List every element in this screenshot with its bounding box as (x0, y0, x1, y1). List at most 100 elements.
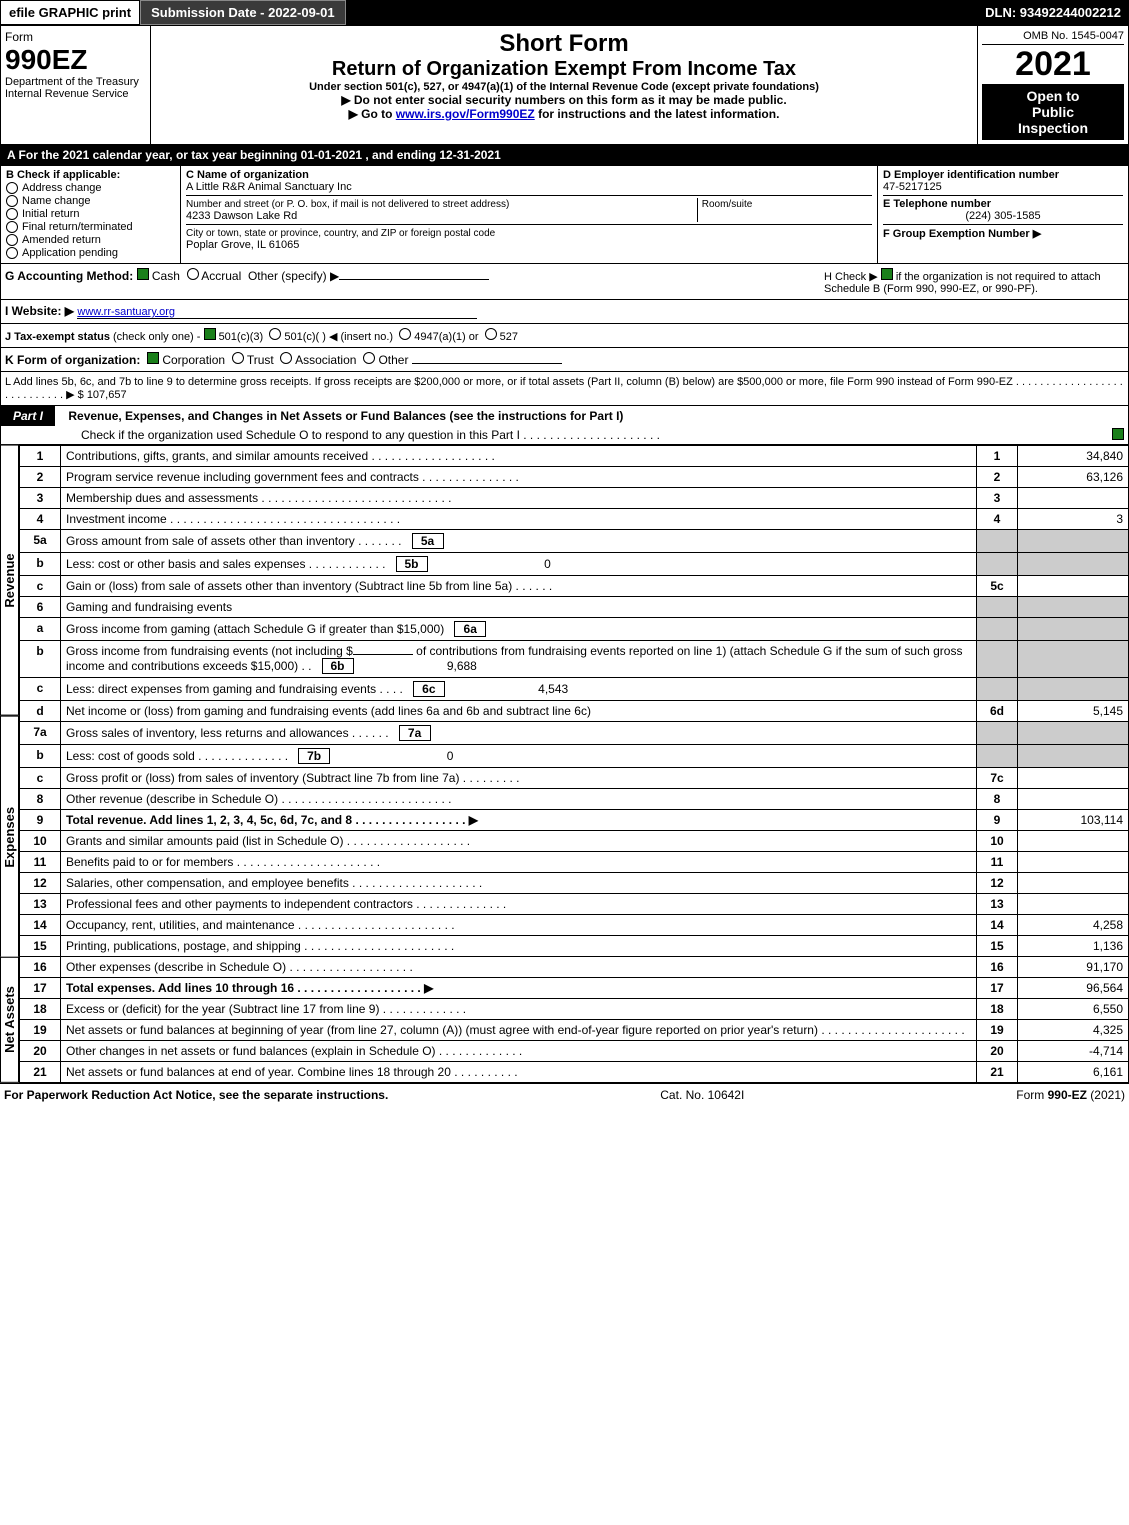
arrow-goto-post: for instructions and the latest informat… (538, 107, 779, 121)
checkbox-final-return[interactable] (6, 221, 18, 233)
checkbox-address-change[interactable] (6, 182, 18, 194)
checkbox-name-change[interactable] (6, 195, 18, 207)
line-10: 10Grants and similar amounts paid (list … (20, 831, 1129, 852)
box-c: C Name of organizationA Little R&R Anima… (181, 166, 878, 263)
label-other-specify: Other (specify) ▶ (248, 269, 339, 283)
city-value: Poplar Grove, IL 61065 (186, 239, 299, 251)
label-name-change: Name change (22, 195, 91, 207)
netassets-side-label: Net Assets (0, 957, 19, 1083)
label-initial-return: Initial return (22, 208, 79, 220)
line-7c: cGross profit or (loss) from sales of in… (20, 768, 1129, 789)
label-527: 527 (500, 331, 518, 343)
6b-contrib-input[interactable] (353, 654, 413, 655)
g-line: G Accounting Method: Cash Accrual Other … (5, 268, 824, 295)
label-address-change: Address change (22, 182, 102, 194)
website-link[interactable]: www.rr-santuary.org (77, 306, 477, 319)
checkbox-accrual[interactable] (187, 268, 199, 280)
label-corporation: Corporation (162, 353, 225, 367)
line-9: 9Total revenue. Add lines 1, 2, 3, 4, 5c… (20, 810, 1129, 831)
checkbox-schedule-o[interactable] (1112, 428, 1124, 440)
checkbox-amended-return[interactable] (6, 234, 18, 246)
label-4947: 4947(a)(1) or (414, 331, 478, 343)
phone-value: (224) 305-1585 (883, 210, 1123, 222)
title-under: Under section 501(c), 527, or 4947(a)(1)… (155, 81, 973, 93)
box-def: D Employer identification number 47-5217… (878, 166, 1128, 263)
h-text-1: H Check ▶ (824, 271, 881, 283)
form-number: 990EZ (5, 44, 146, 76)
submission-date-button[interactable]: Submission Date - 2022-09-01 (140, 0, 346, 25)
label-501c3: 501(c)(3) (219, 331, 264, 343)
line-13: 13Professional fees and other payments t… (20, 894, 1129, 915)
checkbox-527[interactable] (485, 328, 497, 340)
checkbox-501c3[interactable] (204, 328, 216, 340)
arrow-goto-pre: ▶ Go to (349, 107, 396, 121)
page-footer: For Paperwork Reduction Act Notice, see … (0, 1083, 1129, 1106)
line-6d: dNet income or (loss) from gaming and fu… (20, 701, 1129, 722)
other-method-input[interactable] (339, 279, 489, 280)
part-i-header-row: Part I Revenue, Expenses, and Changes in… (0, 406, 1129, 445)
i-line: I Website: ▶ www.rr-santuary.org (0, 300, 1129, 324)
row-gh: G Accounting Method: Cash Accrual Other … (0, 264, 1129, 300)
j-sub: (check only one) - (113, 331, 203, 343)
line-3: 3Membership dues and assessments . . . .… (20, 488, 1129, 509)
addr-label: Number and street (or P. O. box, if mail… (186, 199, 509, 210)
header-left: Form 990EZ Department of the Treasury In… (1, 26, 151, 144)
checkbox-4947[interactable] (399, 328, 411, 340)
dln-label: DLN: 93492244002212 (977, 1, 1129, 24)
l-value: 107,657 (87, 389, 127, 401)
checkbox-application-pending[interactable] (6, 247, 18, 259)
checkbox-trust[interactable] (232, 352, 244, 364)
line-5a: 5aGross amount from sale of assets other… (20, 530, 1129, 553)
label-application-pending: Application pending (22, 247, 118, 259)
j-line: J Tax-exempt status (check only one) - 5… (0, 324, 1129, 348)
line-4: 4Investment income . . . . . . . . . . .… (20, 509, 1129, 530)
l-text: L Add lines 5b, 6c, and 7b to line 9 to … (5, 376, 1123, 401)
expenses-side-label: Expenses (0, 716, 19, 958)
box-b: B Check if applicable: Address change Na… (1, 166, 181, 263)
checkbox-h[interactable] (881, 268, 893, 280)
i-label: I Website: ▶ (5, 304, 74, 318)
city-label: City or town, state or province, country… (186, 228, 495, 239)
title-main: Return of Organization Exempt From Incom… (155, 58, 973, 81)
revenue-side-label: Revenue (0, 445, 19, 716)
dept-label: Department of the Treasury Internal Reve… (5, 76, 146, 100)
line-16: 16Other expenses (describe in Schedule O… (20, 957, 1129, 978)
efile-button[interactable]: efile GRAPHIC print (0, 0, 140, 25)
part-i-body: Revenue Expenses Net Assets 1Contributio… (0, 445, 1129, 1083)
line-21: 21Net assets or fund balances at end of … (20, 1062, 1129, 1083)
line-1: 1Contributions, gifts, grants, and simil… (20, 446, 1129, 467)
other-form-input[interactable] (412, 363, 562, 364)
c-label: C Name of organization (186, 169, 309, 181)
line-12: 12Salaries, other compensation, and empl… (20, 873, 1129, 894)
line-5b: bLess: cost or other basis and sales exp… (20, 553, 1129, 576)
org-name: A Little R&R Animal Sanctuary Inc (186, 181, 352, 193)
f-label: F Group Exemption Number ▶ (883, 228, 1041, 240)
top-bar: efile GRAPHIC print Submission Date - 20… (0, 0, 1129, 25)
footer-left: For Paperwork Reduction Act Notice, see … (4, 1088, 388, 1102)
label-amended-return: Amended return (22, 234, 101, 246)
line-18: 18Excess or (deficit) for the year (Subt… (20, 999, 1129, 1020)
irs-link[interactable]: www.irs.gov/Form990EZ (396, 107, 535, 121)
footer-catno: Cat. No. 10642I (660, 1088, 744, 1102)
g-label: G Accounting Method: (5, 269, 133, 283)
checkbox-association[interactable] (280, 352, 292, 364)
checkbox-initial-return[interactable] (6, 208, 18, 220)
line-7b: bLess: cost of goods sold . . . . . . . … (20, 745, 1129, 768)
line-11: 11Benefits paid to or for members . . . … (20, 852, 1129, 873)
d-label: D Employer identification number (883, 169, 1059, 181)
line-6a: aGross income from gaming (attach Schedu… (20, 618, 1129, 641)
ein-value: 47-5217125 (883, 181, 942, 193)
h-line: H Check ▶ if the organization is not req… (824, 268, 1124, 295)
line-19: 19Net assets or fund balances at beginni… (20, 1020, 1129, 1041)
line-14: 14Occupancy, rent, utilities, and mainte… (20, 915, 1129, 936)
part-i-title: Revenue, Expenses, and Changes in Net As… (58, 409, 623, 423)
label-other-form: Other (378, 353, 408, 367)
footer-right: Form 990-EZ (2021) (1016, 1088, 1125, 1102)
checkbox-corporation[interactable] (147, 352, 159, 364)
checkbox-cash[interactable] (137, 268, 149, 280)
label-501c: 501(c)( ) ◀ (insert no.) (284, 331, 393, 343)
line-6b: bGross income from fundraising events (n… (20, 641, 1129, 678)
checkbox-other-form[interactable] (363, 352, 375, 364)
l-line: L Add lines 5b, 6c, and 7b to line 9 to … (0, 372, 1129, 406)
checkbox-501c[interactable] (269, 328, 281, 340)
